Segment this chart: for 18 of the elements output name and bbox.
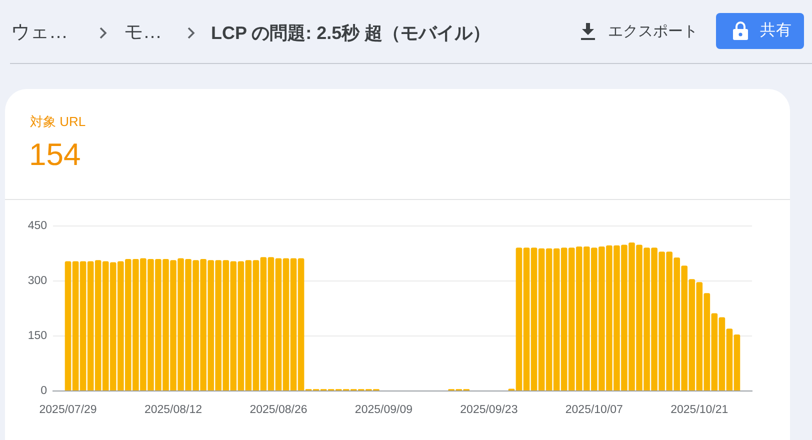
text: 共有	[760, 21, 792, 41]
text: 対象 URL	[30, 113, 86, 130]
y-tick-label: 0	[40, 385, 47, 398]
chart-title: LCP の問題: 2.5秒 超（モバイル）	[211, 22, 491, 45]
x-tick-label: 2025/07/29	[39, 404, 97, 416]
text: 154	[29, 137, 81, 173]
x-tick-label: 2025/09/23	[460, 404, 518, 416]
x-tick-label: 2025/08/26	[250, 404, 308, 416]
y-tick-label: 150	[28, 330, 47, 342]
x-tick-label: 2025/08/12	[144, 404, 202, 416]
y-tick-label: 300	[28, 275, 47, 288]
x-tick-label: 2025/10/07	[565, 404, 623, 416]
text: ウェ…	[11, 21, 68, 45]
x-tick-label: 2025/09/09	[354, 404, 412, 416]
text: エクスポート	[608, 22, 698, 42]
x-tick-label: 2025/10/21	[670, 404, 728, 416]
text: モ…	[124, 21, 162, 45]
y-tick-label: 450	[28, 220, 47, 232]
